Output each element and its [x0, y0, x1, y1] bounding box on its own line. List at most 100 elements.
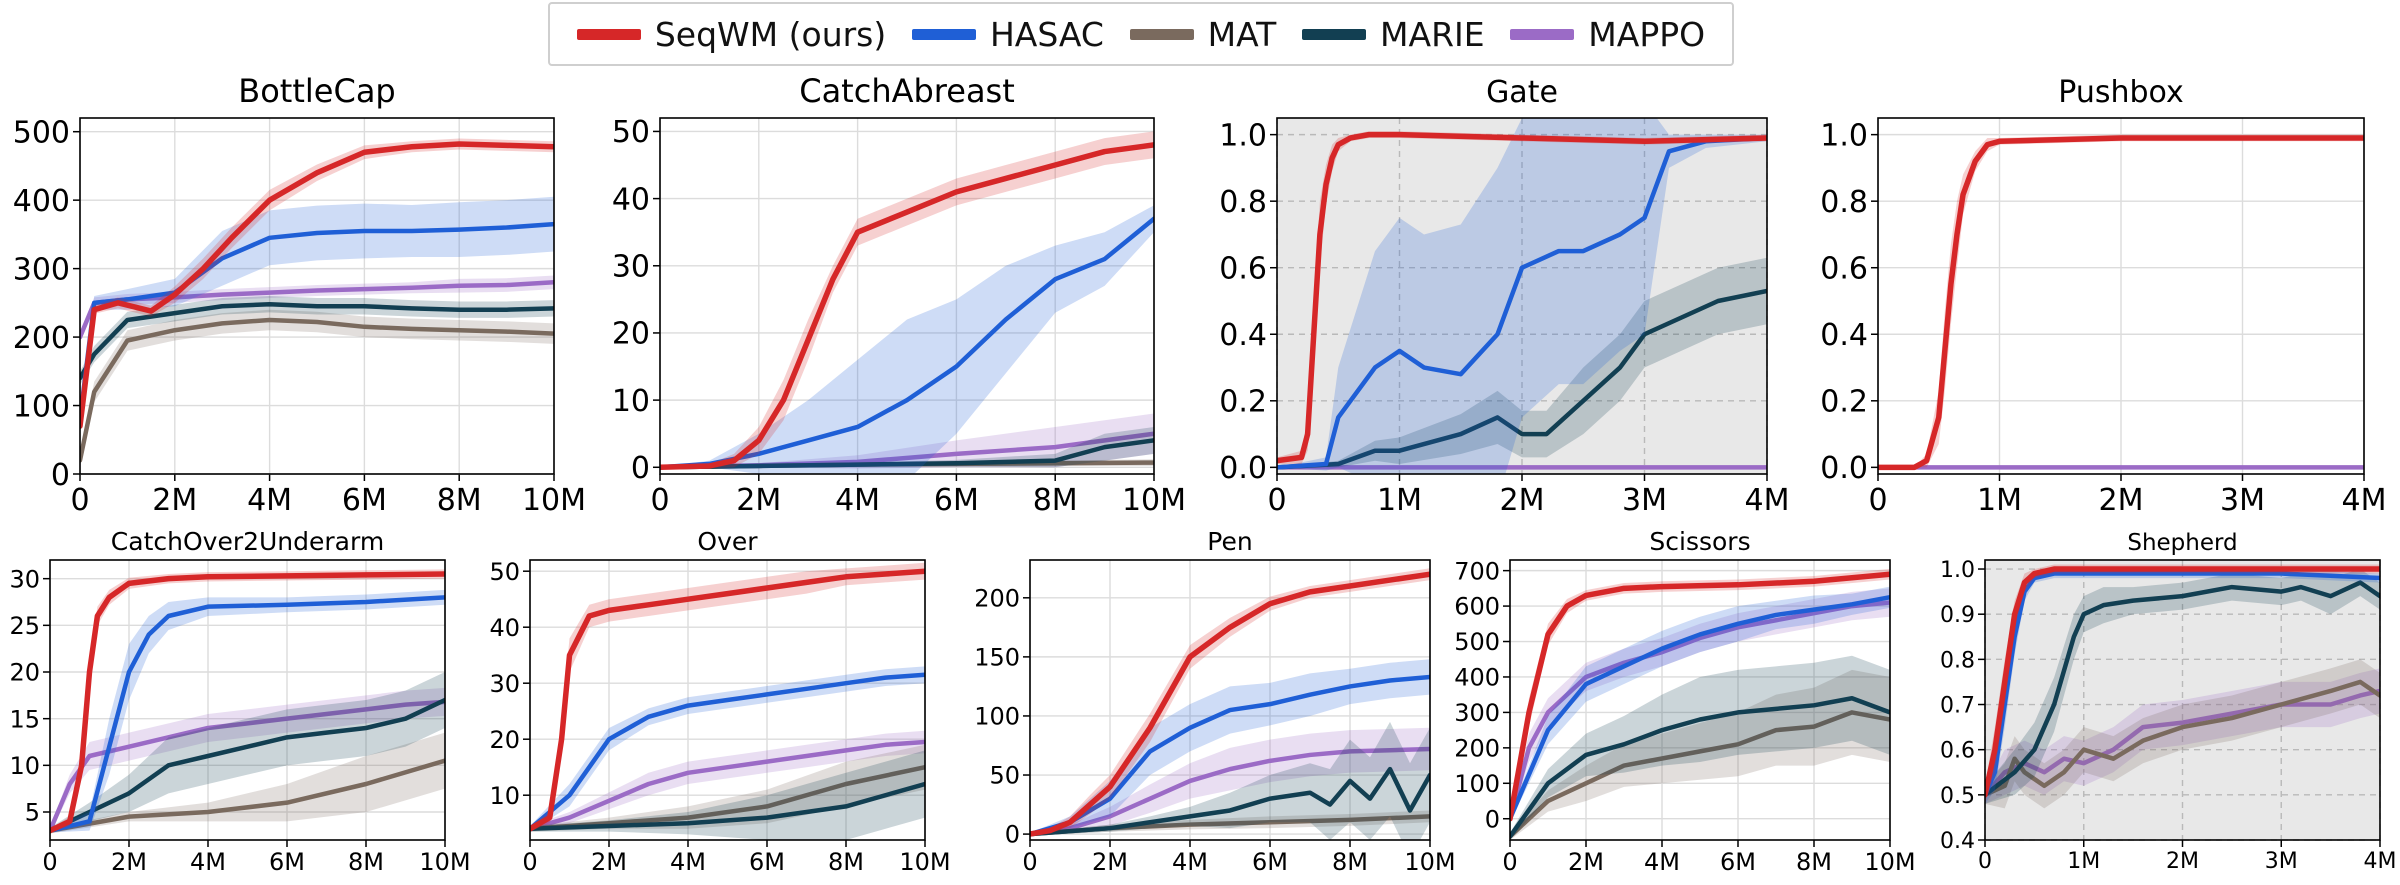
y-tick-label: 20 — [9, 659, 40, 687]
plot-frame — [1029, 559, 1431, 841]
series-band-mat — [1985, 659, 2380, 809]
series-line-seqwm-ours- — [50, 571, 445, 834]
x-tick-label: 10M — [522, 483, 586, 518]
legend-swatch — [576, 28, 641, 40]
plot-frame — [1984, 559, 2381, 841]
x-tick-label: 4M — [2342, 483, 2387, 518]
series-line-seqwm-ours- — [660, 142, 1154, 471]
legend-item: MAPPO — [1510, 15, 1705, 54]
x-tick-label: 4M — [247, 483, 292, 518]
series-line-seqwm-ours- — [1985, 566, 2380, 798]
series-line-mat — [1510, 710, 1890, 839]
y-tick-label: 50 — [489, 558, 520, 586]
y-tick-label: 400 — [13, 184, 70, 219]
series-group — [1277, 118, 1767, 474]
series-band-mappo — [660, 413, 1154, 469]
series-band-seqwm-ours- — [660, 131, 1154, 468]
legend: SeqWM (ours) HASAC MAT MARIE MAPPO — [548, 2, 1734, 66]
x-tick-label: 4M — [1644, 848, 1680, 876]
x-tick-label: 8M — [1332, 848, 1368, 876]
series-line-marie — [50, 697, 445, 833]
series-band-marie — [1985, 569, 2380, 804]
x-tick-label: 0 — [1978, 849, 1992, 874]
legend-label: MARIE — [1380, 14, 1485, 54]
series-band-mat — [80, 309, 554, 468]
legend-label: HASAC — [989, 14, 1104, 54]
chart-title: Shepherd — [2127, 530, 2237, 556]
chart-title: Gate — [1486, 75, 1558, 110]
x-tick-label: 8M — [1033, 483, 1078, 518]
y-tick-label: 0.8 — [1219, 185, 1267, 220]
plot-frame — [1509, 559, 1891, 841]
x-tick-label: 6M — [1720, 848, 1756, 876]
y-tick-label: 30 — [489, 670, 520, 698]
x-tick-label: 6M — [749, 848, 785, 876]
x-tick-label: 0 — [522, 848, 537, 876]
series-line-hasac — [80, 221, 554, 422]
series-band-hasac — [1030, 659, 1430, 836]
y-tick-label: 0.8 — [1940, 648, 1975, 673]
y-tick-label: 1.0 — [1219, 118, 1267, 153]
series-line-seqwm-ours- — [1878, 135, 2364, 471]
y-tick-label: 0.8 — [1820, 185, 1868, 220]
series-band-seqwm-ours- — [1030, 568, 1430, 836]
x-tick-label: 4M — [670, 848, 706, 876]
x-tick-label: 3M — [2265, 849, 2298, 874]
y-tick-label: 1.0 — [1940, 558, 1975, 583]
y-tick-label: 400 — [1454, 664, 1500, 692]
x-tick-label: 4M — [1745, 483, 1790, 518]
x-tick-label: 4M — [190, 848, 226, 876]
x-tick-label: 10M — [1404, 848, 1455, 876]
x-tick-label: 10M — [419, 848, 470, 876]
series-band-hasac — [1277, 118, 1767, 474]
y-tick-label: 40 — [612, 182, 650, 217]
x-tick-label: 8M — [348, 848, 384, 876]
series-band-marie — [50, 672, 445, 834]
legend-swatch — [1129, 28, 1194, 40]
y-tick-label: 100 — [974, 703, 1020, 731]
chart-gate: 0 1M 2M 3M 4M 0.0 0.2 0.4 0.6 0.8 1.0 Gate — [1219, 75, 1789, 518]
plot-frame — [79, 117, 555, 475]
series-line-mat — [50, 758, 445, 833]
series-band-hasac — [50, 589, 445, 833]
x-tick-label: 2M — [1500, 483, 1545, 518]
series-band-mat — [50, 732, 445, 834]
series-line-marie — [80, 301, 554, 381]
x-tick-label: 8M — [437, 483, 482, 518]
plot-frame — [49, 559, 446, 841]
x-tick-label: 0 — [1022, 848, 1037, 876]
series-line-seqwm-ours- — [1510, 571, 1890, 822]
series-band-marie — [1510, 655, 1890, 840]
y-tick-label: 150 — [974, 644, 1020, 672]
x-tick-label: 4M — [2364, 849, 2397, 874]
series-line-marie — [1510, 695, 1890, 839]
y-tick-label: 0.6 — [1820, 252, 1868, 287]
chart-pushbox: 0 1M 2M 3M 4M 0.0 0.2 0.4 0.6 0.8 1.0 Pushbox — [1820, 75, 2386, 518]
series-line-mappo — [1985, 688, 2380, 798]
series-line-hasac — [1510, 594, 1890, 821]
y-tick-label: 25 — [9, 612, 40, 640]
y-tick-label: 30 — [9, 565, 40, 593]
x-tick-label: 4M — [835, 483, 880, 518]
x-tick-label: 0 — [1502, 848, 1517, 876]
y-tick-label: 5 — [25, 799, 40, 827]
legend-swatch — [1302, 28, 1367, 40]
x-tick-label: 10M — [1864, 848, 1915, 876]
y-tick-label: 10 — [9, 752, 40, 780]
x-tick-label: 2M — [152, 483, 197, 518]
series-group — [80, 138, 554, 468]
series-band-marie — [80, 296, 554, 385]
y-tick-label: 0 — [51, 458, 70, 493]
x-tick-label: 2M — [736, 483, 781, 518]
y-tick-label: 0.0 — [1219, 451, 1267, 486]
x-tick-label: 8M — [1796, 848, 1832, 876]
chart-title: Scissors — [1649, 527, 1750, 556]
chart-title: Pen — [1207, 527, 1252, 556]
series-line-marie — [1985, 580, 2380, 798]
y-tick-label: 300 — [1454, 699, 1500, 727]
legend-label: MAT — [1207, 14, 1277, 54]
y-tick-label: 0.0 — [1820, 451, 1868, 486]
y-tick-label: 500 — [13, 115, 70, 150]
y-tick-label: 15 — [9, 705, 40, 733]
x-tick-label: 6M — [269, 848, 305, 876]
